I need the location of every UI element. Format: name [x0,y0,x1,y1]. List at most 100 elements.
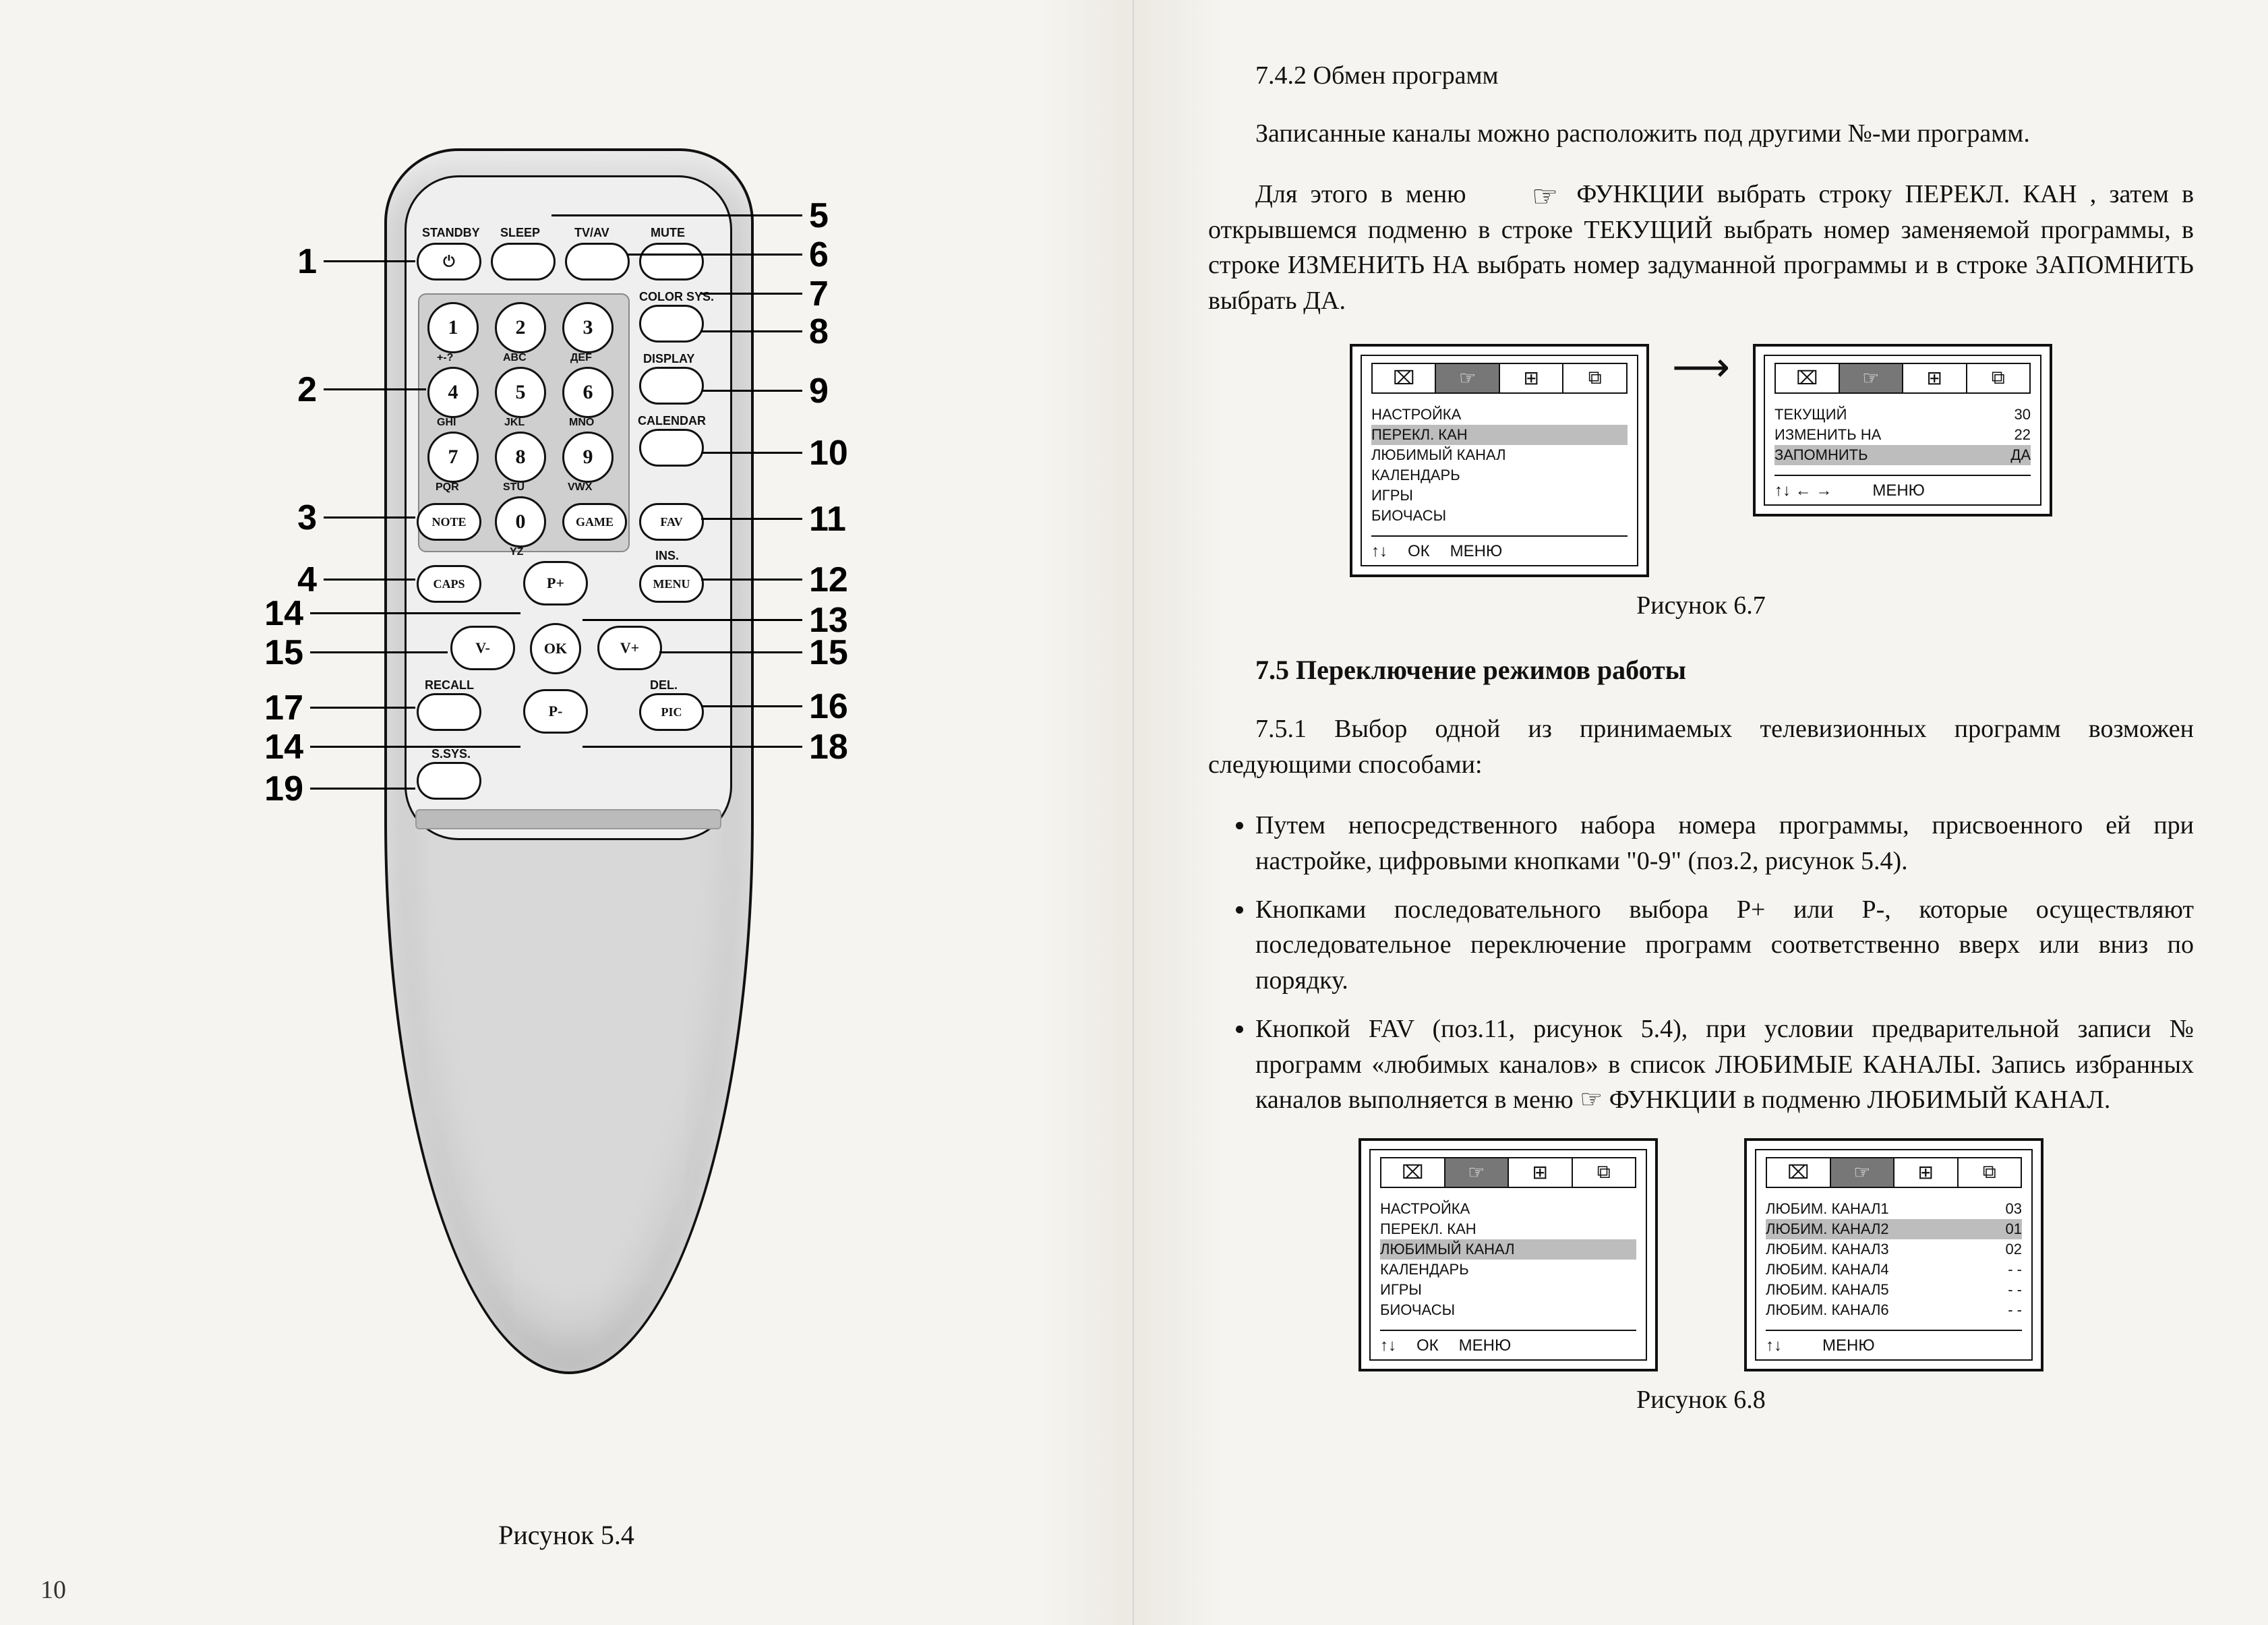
callout-19: 19 [249,769,303,809]
cl-line [310,612,520,614]
tabbar: ⌧☞⊞⧉ [1766,1157,2022,1188]
sub-3: ДЕF [570,352,592,364]
sub-1: +-? [437,352,453,364]
tabbar: ⌧☞⊞⧉ [1380,1157,1636,1188]
btn-game: GAME [562,503,627,541]
sub-7: PQR [436,481,459,494]
callout-7: 7 [809,274,829,314]
menu-row: ЛЮБИМЫЙ КАНАЛ [1371,445,1628,465]
btn-ssys [417,762,481,800]
p751: 7.5.1 Выбор одной из принимаемых телевиз… [1208,711,2194,782]
remote-diagram: STANDBY SLEEP TV/AV MUTE ⏻ COLOR SYS. DI… [94,61,1038,1409]
btn-7: 7 [427,432,479,483]
menu-tab-icon: ☞ [1436,364,1500,392]
right-page: 7.4.2 Обмен программ Записанные каналы м… [1134,0,2268,1625]
p2: Для этого в меню ☞ ФУНКЦИИ выбрать строк… [1208,177,2194,318]
menu-list: ТЕКУЩИЙ30ИЗМЕНИТЬ НА22ЗАПОМНИТЬДА [1774,405,2031,465]
callout-11: 11 [809,499,846,539]
btn-1: 1 [427,302,479,353]
key-6: 6 [583,381,593,404]
lbl-caps: CAPS [433,577,465,591]
cl-line [310,707,415,709]
cl-line [310,746,520,748]
btn-caps: CAPS [417,565,481,603]
callout-5: 5 [809,196,829,236]
menu-tab-icon: ⊞ [1500,364,1564,392]
btn-vminus: V- [450,626,515,670]
menu-footer-item: ↑↓ [1766,1336,1782,1355]
btn-menu: MENU [639,565,704,603]
menu-tab-icon: ☞ [1831,1158,1895,1187]
menu-footer: ↑↓ОКМЕНЮ [1371,535,1628,561]
label-ins: INS. [655,549,679,563]
menu-row: ЛЮБИМЫЙ КАНАЛ [1380,1239,1636,1260]
heading-742: 7.4.2 Обмен программ [1255,61,2194,90]
btn-vplus: V+ [597,626,662,670]
cl-line [701,452,802,454]
menu-row: ЛЮБИМ. КАНАЛ103 [1766,1199,2022,1219]
menu-tab-icon: ⊞ [1509,1158,1573,1187]
menu-footer-item: ↑↓ [1371,542,1387,561]
fig68-menu-b: ⌧☞⊞⧉ ЛЮБИМ. КАНАЛ103ЛЮБИМ. КАНАЛ201ЛЮБИМ… [1744,1138,2043,1371]
btn-pic: PIC [639,693,704,731]
page-number-left: 10 [40,1575,66,1605]
btn-standby: ⏻ [417,243,481,280]
menu-row: БИОЧАСЫ [1371,506,1628,526]
cl-line [659,651,802,653]
lbl-pplus: P+ [547,574,564,592]
cl-line [324,260,415,262]
label-mute: MUTE [651,226,685,240]
menu-footer-item: ОК [1408,542,1430,561]
lbl-pminus: P- [549,703,563,720]
label-recall: RECALL [425,678,474,692]
menu-footer-item: ↑↓ ← → [1774,481,1832,500]
figure-5-4-caption: Рисунок 5.4 [0,1519,1133,1551]
btn-pminus: P- [523,689,588,734]
label-del: DEL. [650,678,678,692]
menu-tab-icon: ⌧ [1767,1158,1831,1187]
tabbar: ⌧☞⊞⧉ [1774,363,2031,394]
lbl-vminus: V- [475,639,490,657]
cl-line [324,579,415,581]
sub-0: YZ [510,546,523,558]
remote-stripe [415,809,721,829]
cl-line [701,518,802,520]
cl-line [551,214,802,216]
btn-calendar [639,429,704,467]
callout-3: 3 [263,498,317,538]
key-4: 4 [448,381,458,404]
sub-6: MNO [569,417,594,429]
menu-footer: ↑↓ОКМЕНЮ [1380,1330,1636,1355]
btn-8: 8 [495,432,546,483]
cl-line [701,390,802,392]
figure-6-7-caption: Рисунок 6.7 [1208,591,2194,620]
lbl-vplus: V+ [620,639,639,657]
menu-tab-icon: ⊞ [1894,1158,1959,1187]
menu-tab-icon: ⧉ [1563,364,1626,392]
menu-footer-item: МЕНЮ [1872,481,1925,500]
p1: Записанные каналы можно расположить под … [1208,116,2194,151]
figure-6-8: ⌧☞⊞⧉ НАСТРОЙКАПЕРЕКЛ. КАНЛЮБИМЫЙ КАНАЛКА… [1208,1138,2194,1371]
cl-line [324,388,426,390]
btn-mute [639,243,704,280]
label-sleep: SLEEP [500,226,540,240]
btn-tvav [565,243,630,280]
menu-row: КАЛЕНДАРЬ [1380,1260,1636,1280]
menu-footer: ↑↓ ← → МЕНЮ [1774,475,2031,500]
btn-3: 3 [562,302,614,353]
menu-footer-item: ОК [1416,1336,1439,1355]
menu-footer-item: ↑↓ [1380,1336,1396,1355]
menu-tab-icon: ⧉ [1967,364,2030,392]
arrow-right-icon: ⟶ [1672,344,1730,391]
fig67-menu-b: ⌧☞⊞⧉ ТЕКУЩИЙ30ИЗМЕНИТЬ НА22ЗАПОМНИТЬДА ↑… [1753,344,2052,516]
menu-tab-icon: ⊞ [1903,364,1967,392]
menu-row: БИОЧАСЫ [1380,1300,1636,1320]
callout-14b: 14 [249,727,303,767]
bullet-item: Кнопками последовательного выбора P+ или… [1255,892,2194,998]
btn-note: NOTE [417,503,481,541]
heading-75: 7.5 Переключение режимов работы [1255,654,2194,686]
sub-5: JKL [504,417,525,429]
label-standby: STANDBY [422,226,480,240]
menu-row: ЛЮБИМ. КАНАЛ6- - [1766,1300,2022,1320]
cl-line [627,254,802,256]
